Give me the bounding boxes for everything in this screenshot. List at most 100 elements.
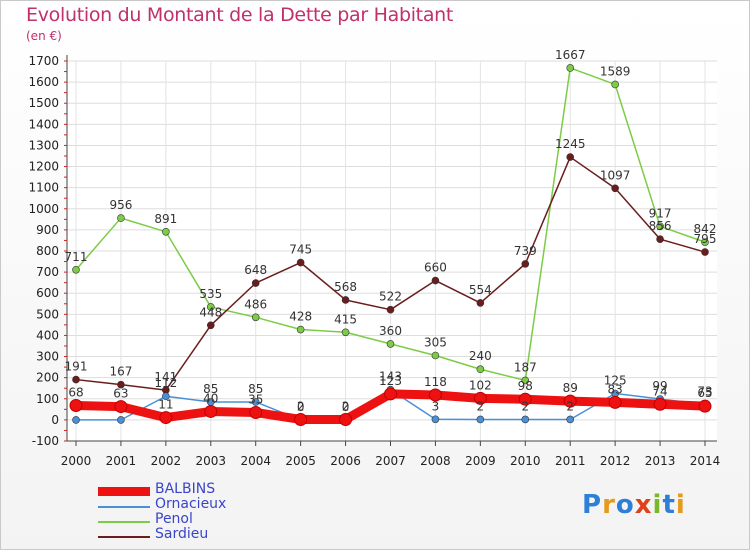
data-point-penol bbox=[341, 328, 350, 337]
data-point-ornacieux bbox=[251, 398, 260, 406]
data-point-balbins bbox=[339, 412, 353, 426]
x-tick-label: 2003 bbox=[196, 454, 227, 468]
y-tick-label: 900 bbox=[36, 223, 59, 237]
data-label-sardieu: 795 bbox=[694, 232, 717, 246]
data-label-sardieu: 167 bbox=[109, 365, 132, 379]
legend-item-sardieu: Sardieu bbox=[98, 526, 338, 544]
data-label-penol: 187 bbox=[514, 360, 537, 374]
x-tick-label: 2000 bbox=[61, 454, 92, 468]
data-label-ornacieux: 73 bbox=[697, 384, 712, 398]
data-point-penol bbox=[386, 340, 395, 348]
y-tick-label: 300 bbox=[36, 350, 59, 364]
data-label-penol: 428 bbox=[289, 310, 312, 324]
data-point-penol bbox=[656, 222, 664, 231]
data-point-ornacieux bbox=[117, 416, 125, 424]
data-label-balbins: 2 bbox=[297, 399, 305, 413]
data-label-ornacieux: 2 bbox=[566, 399, 574, 413]
data-label-ornacieux: 2 bbox=[477, 399, 485, 413]
x-tick-label: 2006 bbox=[330, 454, 361, 468]
x-tick-label: 2007 bbox=[375, 454, 406, 468]
data-point-sardieu bbox=[566, 153, 575, 161]
data-point-ornacieux bbox=[431, 415, 440, 424]
data-point-penol bbox=[162, 227, 170, 236]
data-label-balbins: 123 bbox=[379, 374, 402, 388]
proxiti-logo: Proxiti bbox=[582, 490, 686, 520]
data-label-penol: 956 bbox=[109, 198, 132, 212]
logo-letter: i bbox=[675, 490, 686, 520]
y-tick-label: 1600 bbox=[28, 75, 59, 89]
legend-item-balbins: BALBINS bbox=[98, 481, 338, 499]
data-label-sardieu: 745 bbox=[289, 243, 312, 257]
data-point-sardieu bbox=[431, 276, 440, 285]
data-point-penol bbox=[611, 80, 619, 89]
y-tick-label: 1700 bbox=[28, 54, 59, 68]
chart-title: Evolution du Montant de la Dette par Hab… bbox=[26, 4, 454, 26]
data-label-balbins: 89 bbox=[563, 381, 578, 395]
data-label-ornacieux: 85 bbox=[248, 382, 263, 396]
data-label-ornacieux: 85 bbox=[203, 382, 218, 396]
data-point-penol bbox=[206, 303, 215, 311]
x-tick-label: 2014 bbox=[690, 454, 721, 468]
legend-label: Ornacieux bbox=[155, 496, 227, 512]
data-label-sardieu: 660 bbox=[424, 261, 447, 275]
data-point-sardieu bbox=[72, 375, 80, 384]
x-tick-label: 2009 bbox=[465, 454, 496, 468]
y-tick-label: 1500 bbox=[28, 96, 59, 110]
data-label-sardieu: 856 bbox=[649, 219, 672, 233]
data-point-penol bbox=[521, 376, 530, 385]
data-point-balbins bbox=[159, 411, 173, 425]
data-point-penol bbox=[476, 365, 485, 374]
data-label-ornacieux: 99 bbox=[652, 379, 667, 393]
data-point-ornacieux bbox=[162, 392, 170, 401]
logo-letter: t bbox=[662, 490, 676, 520]
data-label-sardieu: 448 bbox=[199, 305, 222, 319]
data-point-balbins bbox=[608, 395, 622, 409]
data-point-penol bbox=[566, 64, 575, 72]
legend-swatch bbox=[98, 506, 150, 508]
x-tick-label: 2008 bbox=[420, 454, 451, 468]
data-label-sardieu: 1097 bbox=[600, 168, 631, 182]
data-point-balbins bbox=[473, 391, 487, 405]
data-label-penol: 486 bbox=[244, 297, 267, 311]
y-tick-label: 1400 bbox=[28, 117, 59, 131]
legend-label: BALBINS bbox=[155, 481, 216, 497]
y-tick-label: 400 bbox=[36, 328, 59, 342]
data-label-penol: 891 bbox=[154, 212, 177, 226]
logo-letter: i bbox=[652, 490, 663, 520]
x-tick-label: 2004 bbox=[240, 454, 271, 468]
data-label-balbins: 118 bbox=[424, 375, 447, 389]
legend-swatch bbox=[98, 487, 150, 496]
data-point-penol bbox=[251, 313, 260, 322]
data-point-sardieu bbox=[476, 299, 485, 307]
data-label-balbins: 40 bbox=[203, 391, 218, 405]
data-label-balbins: 83 bbox=[608, 382, 623, 396]
data-point-penol bbox=[72, 265, 80, 274]
data-label-balbins: 68 bbox=[68, 386, 83, 400]
data-label-sardieu: 1245 bbox=[555, 137, 586, 151]
data-label-penol: 917 bbox=[649, 206, 672, 220]
data-label-penol: 1667 bbox=[555, 48, 586, 62]
data-label-sardieu: 554 bbox=[469, 283, 492, 297]
data-point-penol bbox=[117, 214, 125, 222]
x-tick-label: 2002 bbox=[151, 454, 182, 468]
data-label-balbins: 63 bbox=[113, 387, 128, 401]
logo-letter: P bbox=[582, 490, 603, 520]
data-label-penol: 535 bbox=[199, 287, 222, 301]
data-label-balbins: 35 bbox=[248, 393, 263, 407]
x-tick-label: 2013 bbox=[645, 454, 676, 468]
data-label-balbins: 98 bbox=[518, 379, 533, 393]
data-point-ornacieux bbox=[476, 415, 485, 424]
data-label-sardieu: 568 bbox=[334, 280, 357, 294]
data-label-penol: 360 bbox=[379, 324, 402, 338]
legend-item-penol: Penol bbox=[98, 511, 338, 529]
logo-letter: o bbox=[615, 490, 635, 520]
data-label-balbins: 11 bbox=[158, 398, 173, 412]
data-label-ornacieux: 0 bbox=[297, 400, 305, 414]
x-tick-label: 2011 bbox=[555, 454, 586, 468]
data-label-penol: 842 bbox=[694, 222, 717, 236]
data-point-ornacieux bbox=[521, 415, 530, 424]
legend-swatch bbox=[98, 536, 150, 538]
legend-swatch bbox=[98, 521, 150, 523]
data-point-balbins bbox=[698, 399, 712, 413]
data-label-balbins: 65 bbox=[697, 386, 712, 400]
